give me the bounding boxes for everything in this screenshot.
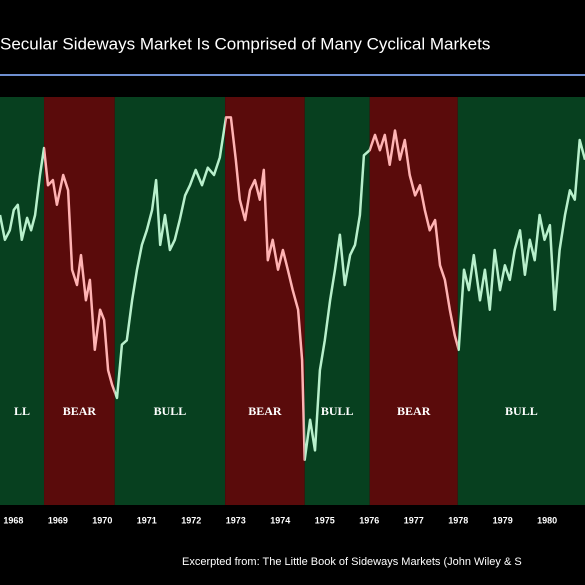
x-tick-label: 1975 <box>315 515 335 525</box>
regime-label: BEAR <box>248 404 282 418</box>
x-tick-label: 1973 <box>226 515 246 525</box>
regime-band <box>457 97 585 505</box>
regime-band <box>369 97 458 505</box>
regime-label: LL <box>14 404 30 418</box>
regime-label: BULL <box>505 404 538 418</box>
x-tick-label: 1974 <box>270 515 290 525</box>
index-line <box>225 116 305 462</box>
index-line <box>457 138 585 352</box>
regime-band <box>225 97 305 505</box>
regime-label: BULL <box>321 404 354 418</box>
x-tick-label: 1971 <box>137 515 157 525</box>
regime-band <box>44 97 115 505</box>
x-tick-label: 1977 <box>404 515 424 525</box>
regime-band <box>0 97 45 505</box>
x-tick-label: 1969 <box>48 515 68 525</box>
regime-label: BEAR <box>63 404 97 418</box>
x-tick-label: 1970 <box>92 515 112 525</box>
x-tick-label: 1976 <box>359 515 379 525</box>
source-note: Excerpted from: The Little Book of Sidew… <box>182 556 522 568</box>
x-tick-label: 1978 <box>448 515 468 525</box>
chart-title: Secular Sideways Market Is Comprised of … <box>0 34 490 53</box>
regime-label: BEAR <box>397 404 431 418</box>
x-tick-label: 1980 <box>537 515 557 525</box>
x-tick-label: 1979 <box>493 515 513 525</box>
x-tick-label: 1968 <box>3 515 23 525</box>
regime-label: BULL <box>154 404 187 418</box>
x-tick-label: 1972 <box>181 515 201 525</box>
index-line <box>44 146 115 396</box>
